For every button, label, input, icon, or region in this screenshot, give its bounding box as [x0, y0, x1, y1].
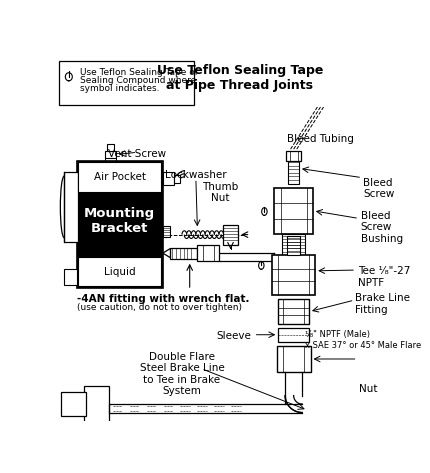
Bar: [77, 161, 163, 288]
Text: Air Pocket: Air Pocket: [93, 172, 145, 182]
Bar: [173, 175, 179, 183]
Bar: [274, 188, 312, 234]
Text: Sealing Compound where: Sealing Compound where: [80, 76, 195, 85]
Text: symbol indicates.: symbol indicates.: [80, 84, 159, 93]
Text: Mounting
Bracket: Mounting Bracket: [84, 207, 155, 235]
Text: Double Flare
Steel Brake Line
to Tee in Brake
System: Double Flare Steel Brake Line to Tee in …: [139, 351, 224, 396]
Bar: [276, 345, 310, 372]
Text: Use Teflon Sealing Tape
at Pipe Thread Joints: Use Teflon Sealing Tape at Pipe Thread J…: [156, 64, 322, 92]
Bar: [282, 234, 304, 255]
Bar: [222, 225, 238, 245]
Bar: [64, 172, 78, 242]
Bar: [163, 226, 170, 237]
Text: -4AN fitting with wrench flat.: -4AN fitting with wrench flat.: [77, 294, 249, 304]
Text: Tee ¹⁄₈"-27
NPTF: Tee ¹⁄₈"-27 NPTF: [357, 266, 409, 288]
Text: Lockwasher: Lockwasher: [165, 170, 226, 180]
Text: ¹⁄₈" NPTF (Male)
x SAE 37° or 45° Male Flare: ¹⁄₈" NPTF (Male) x SAE 37° or 45° Male F…: [304, 330, 421, 350]
Bar: [197, 245, 218, 261]
Bar: [271, 255, 314, 296]
Text: Bleed
Screw: Bleed Screw: [362, 178, 393, 199]
Bar: [285, 151, 301, 161]
Text: Bleed Tubing: Bleed Tubing: [286, 134, 353, 144]
Bar: [61, 392, 86, 416]
Bar: [278, 299, 308, 324]
Bar: [78, 257, 161, 286]
Text: Use Teflon Sealing Tape or: Use Teflon Sealing Tape or: [80, 68, 198, 77]
Text: Nut: Nut: [358, 385, 377, 394]
Text: Bleed
Screw
Bushing: Bleed Screw Bushing: [360, 211, 402, 244]
Polygon shape: [163, 248, 170, 258]
Bar: [78, 162, 161, 192]
Bar: [106, 144, 114, 151]
Bar: [163, 172, 173, 185]
Text: Vent Screw: Vent Screw: [108, 149, 166, 159]
Bar: [287, 236, 299, 255]
Text: Sleeve: Sleeve: [216, 331, 251, 342]
Bar: [64, 269, 77, 285]
Bar: [84, 385, 109, 422]
Text: Thumb
Nut: Thumb Nut: [202, 182, 238, 203]
Text: Liquid: Liquid: [104, 267, 135, 277]
Bar: [58, 61, 193, 105]
Bar: [170, 248, 197, 259]
Bar: [105, 151, 116, 158]
Text: (use caution, do not to over tighten): (use caution, do not to over tighten): [77, 303, 241, 312]
Bar: [288, 161, 298, 184]
Bar: [278, 328, 308, 342]
Text: Brake Line
Fitting: Brake Line Fitting: [354, 293, 409, 315]
